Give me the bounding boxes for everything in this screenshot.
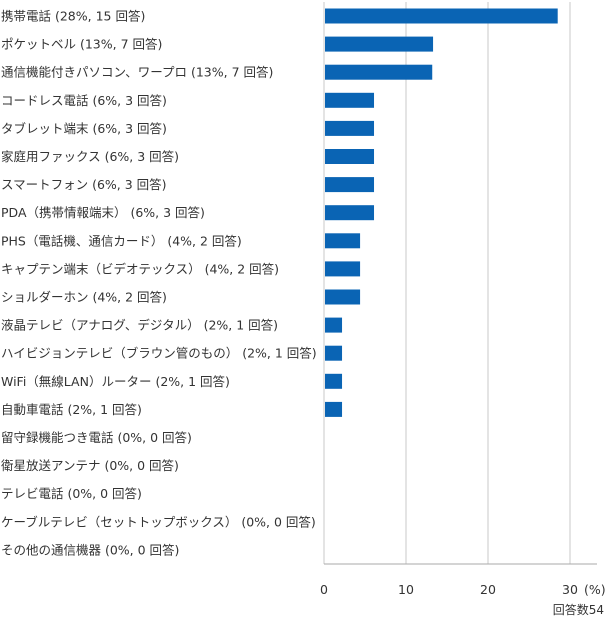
category-label-3: コードレス電話 (6%, 3 回答) (1, 93, 167, 108)
category-label-17: テレビ電話 (0%, 0 回答) (1, 486, 142, 501)
category-label-0: 携帯電話 (28%, 15 回答) (1, 9, 145, 24)
bar-12 (325, 345, 343, 361)
bar-3 (325, 92, 375, 108)
category-label-6: スマートフォン (6%, 3 回答) (1, 177, 167, 192)
bar-8 (325, 233, 361, 249)
x-tick-label-10: 10 (398, 582, 414, 597)
bar-1 (325, 36, 434, 52)
bar-0 (325, 8, 558, 24)
category-label-5: 家庭用ファックス (6%, 3 回答) (1, 149, 179, 164)
category-label-14: 自動車電話 (2%, 1 回答) (1, 402, 142, 417)
bars (325, 8, 558, 417)
bar-4 (325, 120, 375, 136)
category-label-8: PHS（電話機、通信カード） (4%, 2 回答) (1, 233, 242, 248)
category-label-10: ショルダーホン (4%, 2 回答) (1, 290, 167, 305)
bar-14 (325, 401, 343, 417)
category-label-9: キャプテン端末（ビデオテックス） (4%, 2 回答) (1, 261, 279, 276)
x-tick-labels: 0 10 20 30 (320, 582, 578, 597)
bar-2 (325, 64, 433, 80)
category-label-19: その他の通信機器 (0%, 0 回答) (1, 542, 179, 557)
bar-10 (325, 289, 361, 305)
category-label-7: PDA（携帯情報端末） (6%, 3 回答) (1, 205, 205, 220)
category-label-16: 衛星放送アンテナ (0%, 0 回答) (1, 458, 179, 473)
bar-7 (325, 205, 375, 221)
category-label-4: タブレット端末 (6%, 3 回答) (1, 121, 167, 136)
gridlines (323, 2, 571, 564)
bar-11 (325, 317, 343, 333)
category-label-18: ケーブルテレビ（セットトップボックス） (0%, 0 回答) (1, 514, 316, 529)
category-label-11: 液晶テレビ（アナログ、デジタル） (2%, 1 回答) (1, 318, 278, 333)
bar-13 (325, 373, 343, 389)
x-unit-label: (%) (584, 582, 606, 597)
bar-5 (325, 149, 375, 164)
category-labels: 携帯電話 (28%, 15 回答) ポケットベル (13%, 7 回答) 通信機能付… (1, 9, 317, 558)
bar-9 (325, 261, 361, 277)
category-label-2: 通信機能付きパソコン、ワープロ (13%, 7 回答) (1, 65, 273, 80)
x-tick-label-0: 0 (320, 582, 328, 597)
category-label-13: WiFi（無線LAN）ルーター (2%, 1 回答) (1, 374, 230, 389)
bar-6 (325, 177, 375, 193)
x-tick-label-30: 30 (562, 582, 578, 597)
category-label-1: ポケットベル (13%, 7 回答) (1, 37, 162, 52)
respondent-count-note: 回答数54 (553, 602, 604, 617)
category-label-15: 留守録機能つき電話 (0%, 0 回答) (1, 430, 192, 445)
x-tick-label-20: 20 (480, 582, 496, 597)
category-label-12: ハイビジョンテレビ（ブラウン管のもの） (2%, 1 回答) (1, 346, 317, 361)
